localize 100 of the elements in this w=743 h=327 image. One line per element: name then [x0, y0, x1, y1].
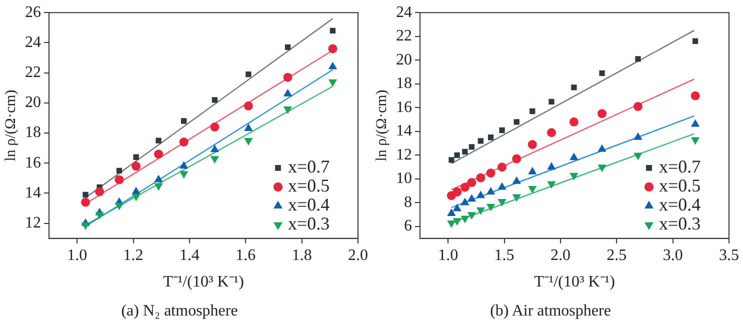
point — [283, 106, 292, 114]
point — [328, 79, 338, 87]
point — [476, 207, 486, 215]
point — [283, 88, 292, 96]
y-tick-label: 20 — [25, 94, 41, 112]
point — [467, 178, 476, 188]
point — [95, 187, 104, 196]
point — [548, 98, 554, 105]
point — [528, 140, 537, 150]
point — [499, 127, 505, 134]
point — [478, 138, 484, 144]
point — [284, 44, 291, 50]
point — [462, 148, 468, 154]
y-tick-label: 22 — [25, 64, 41, 82]
y-tick-label: 16 — [25, 154, 41, 172]
point — [452, 188, 462, 197]
point — [156, 138, 162, 144]
legend-label: x=0.4 — [659, 194, 701, 215]
point — [488, 134, 494, 140]
point — [486, 187, 496, 195]
point — [154, 150, 164, 159]
legend-label: x=0.3 — [288, 214, 330, 234]
point — [690, 119, 700, 127]
point — [570, 152, 578, 160]
legend-label: x=0.7 — [659, 156, 701, 177]
point — [547, 181, 556, 189]
y-axis-title: ln ρ/(Ω·cm) — [2, 90, 19, 162]
point — [181, 118, 187, 124]
legend-label: x=0.5 — [288, 176, 330, 196]
legend-label: x=0.7 — [288, 156, 330, 177]
point — [514, 119, 520, 125]
y-tick-label: 10 — [396, 170, 412, 188]
point — [692, 38, 698, 44]
point — [452, 204, 462, 212]
point — [114, 202, 124, 210]
point — [633, 102, 642, 111]
text: (b) Air atmosphere — [490, 302, 611, 320]
point — [528, 186, 537, 194]
x-axis-title: T⁻¹/(10³ K⁻¹) — [163, 273, 244, 290]
point — [244, 138, 253, 146]
y-tick-label: 24 — [396, 4, 412, 21]
point — [452, 218, 462, 226]
point — [546, 128, 556, 138]
point — [244, 124, 253, 132]
point — [244, 101, 253, 110]
point — [114, 175, 124, 184]
point — [132, 162, 141, 171]
y-tick-label: 14 — [396, 122, 412, 140]
point — [330, 28, 336, 34]
point — [476, 190, 486, 198]
point — [154, 183, 163, 191]
x-tick-label: 1.0 — [438, 247, 458, 264]
point — [210, 144, 220, 152]
point — [498, 199, 506, 207]
point — [133, 154, 139, 160]
point — [81, 222, 90, 230]
point — [486, 168, 496, 178]
point — [467, 194, 476, 202]
point — [95, 212, 104, 220]
point — [512, 194, 521, 202]
x-tick-label: 1.8 — [292, 247, 312, 264]
point — [599, 70, 605, 76]
legend-label: x=0.5 — [659, 176, 701, 196]
point — [328, 62, 338, 70]
y-tick-label: 22 — [396, 28, 412, 45]
point — [512, 154, 522, 164]
x-tick-label: 3.5 — [719, 247, 739, 264]
point — [210, 122, 220, 132]
y-tick-label: 8 — [404, 194, 412, 211]
point — [328, 44, 338, 54]
y-tick-label: 6 — [404, 218, 412, 235]
point — [634, 132, 642, 140]
point — [530, 108, 536, 114]
x-tick-label: 2.0 — [348, 247, 368, 264]
point — [569, 117, 578, 126]
x-tick-label: 1.5 — [494, 247, 514, 264]
point — [635, 56, 641, 62]
point — [634, 152, 642, 160]
point — [690, 137, 700, 145]
point — [486, 204, 496, 212]
point — [690, 91, 700, 100]
point — [571, 84, 577, 90]
y-tick-label: 18 — [396, 75, 412, 92]
point — [154, 174, 163, 182]
point — [283, 72, 292, 82]
point — [460, 198, 470, 206]
point — [460, 216, 470, 224]
point — [116, 168, 122, 174]
point — [454, 152, 460, 158]
point — [467, 212, 476, 220]
y-tick-label: 26 — [25, 4, 41, 21]
point — [180, 161, 188, 169]
point — [460, 182, 470, 192]
point — [246, 71, 252, 78]
y-tick-label: 14 — [25, 184, 41, 202]
point — [498, 162, 507, 172]
point — [476, 173, 486, 182]
x-tick-label: 1.6 — [236, 247, 256, 264]
point — [547, 162, 556, 170]
point — [212, 97, 218, 103]
